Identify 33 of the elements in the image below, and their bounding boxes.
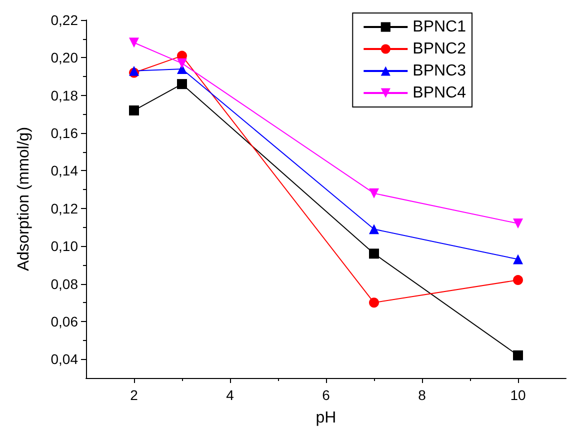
point bbox=[129, 105, 139, 116]
x-axis-title: pH bbox=[316, 410, 336, 426]
y-tick-label: 0,04 bbox=[50, 351, 78, 368]
x-tick-label: 10 bbox=[510, 387, 526, 403]
legend-label: BPNC3 bbox=[412, 62, 466, 80]
y-tick-label: 0,16 bbox=[50, 125, 78, 142]
point bbox=[369, 298, 379, 308]
y-tick-label: 0,10 bbox=[50, 238, 78, 254]
legend-label: BPNC4 bbox=[412, 84, 466, 102]
y-tick-label: 0,20 bbox=[50, 50, 78, 66]
point bbox=[369, 224, 379, 234]
point bbox=[513, 350, 523, 360]
legend-label: BPNC1 bbox=[412, 18, 466, 36]
point bbox=[177, 58, 187, 68]
point bbox=[129, 38, 139, 48]
point bbox=[369, 188, 379, 198]
y-tick-label: 0,08 bbox=[50, 276, 78, 292]
x-tick-label: 4 bbox=[226, 387, 234, 403]
y-tick-label: 0,14 bbox=[50, 162, 78, 179]
y-axis-title: Adsorption (mmol/g) bbox=[16, 126, 32, 272]
y-tick-label: 0,18 bbox=[50, 87, 78, 104]
point bbox=[369, 248, 379, 259]
y-tick-label: 0,22 bbox=[50, 12, 78, 28]
point bbox=[513, 218, 523, 228]
point bbox=[177, 79, 187, 90]
point bbox=[513, 254, 523, 264]
x-tick-label: 6 bbox=[322, 387, 330, 403]
y-tick-label: 0,12 bbox=[50, 200, 78, 216]
legend-label: BPNC2 bbox=[412, 40, 466, 58]
x-tick-label: 8 bbox=[418, 387, 426, 403]
point bbox=[513, 275, 523, 286]
y-tick-label: 0,06 bbox=[50, 313, 78, 330]
x-tick-label: 2 bbox=[130, 387, 138, 403]
